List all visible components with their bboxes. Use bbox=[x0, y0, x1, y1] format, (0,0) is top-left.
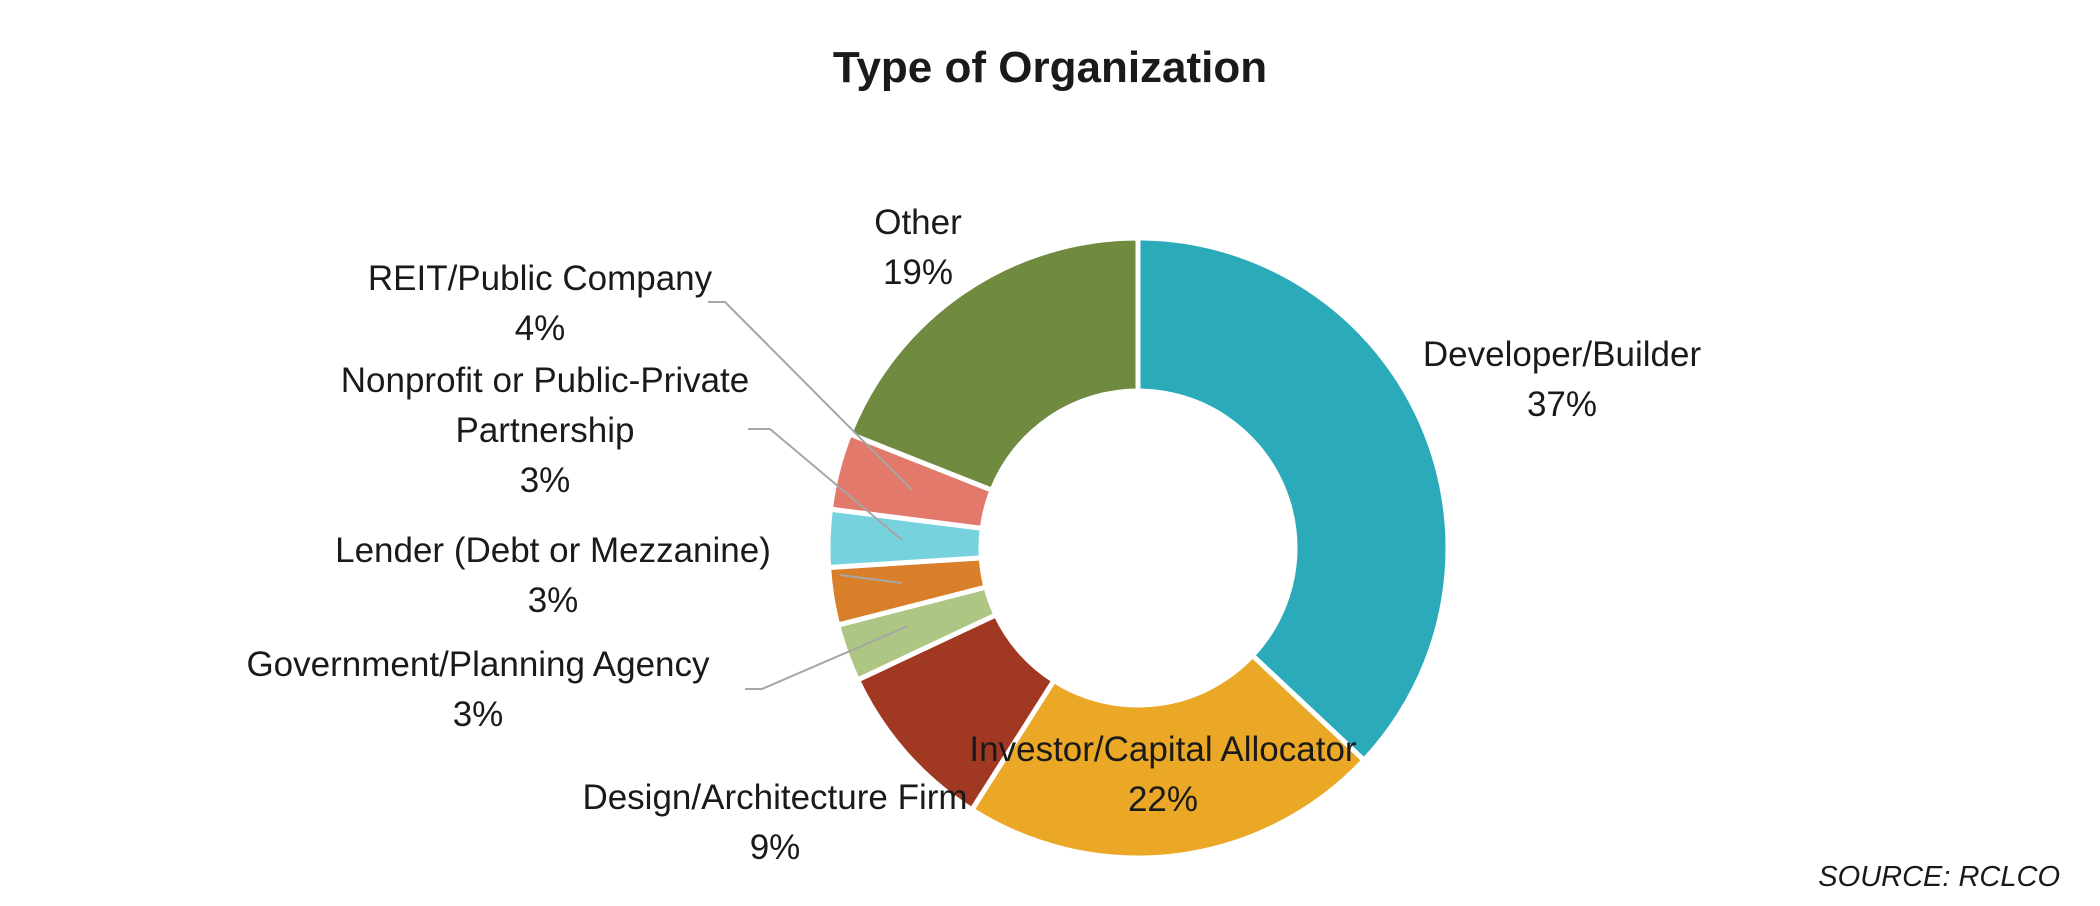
category-label-developer-builder: Developer/Builder bbox=[1423, 335, 1702, 374]
category-label-nonprofit-or-public-private-partnership-line-1: Nonprofit or Public-Private bbox=[341, 361, 750, 400]
slice-labels: Developer/Builder 37% Investor/Capital All… bbox=[246, 203, 1701, 867]
category-label-nonprofit-or-public-private-partnership-line-2: Partnership bbox=[456, 411, 635, 450]
value-label-investor-capital-allocator: 22% bbox=[1128, 780, 1198, 819]
value-label-government-planning-agency: 3% bbox=[453, 695, 504, 734]
slice-investor-capital-allocator bbox=[969, 652, 1367, 861]
leader-line-government-planning-agency bbox=[745, 625, 909, 690]
leader-line-nonprofit-or-public-private-partnership bbox=[748, 428, 903, 541]
value-label-design-architecture-firm: 9% bbox=[750, 828, 801, 867]
category-label-reit-public-company: REIT/Public Company bbox=[368, 259, 713, 298]
value-label-developer-builder: 37% bbox=[1527, 385, 1597, 424]
category-label-lender-debt-or-mezzanine: Lender (Debt or Mezzanine) bbox=[335, 531, 771, 570]
chart-title: Type of Organization bbox=[833, 43, 1267, 92]
category-label-other: Other bbox=[874, 203, 962, 242]
donut-slices bbox=[825, 235, 1451, 861]
leader-line-reit-public-company bbox=[708, 301, 913, 491]
slice-other bbox=[847, 235, 1141, 493]
source-note: SOURCE: RCLCO bbox=[1818, 861, 2060, 893]
value-label-reit-public-company: 4% bbox=[515, 309, 566, 348]
leader-lines bbox=[708, 301, 913, 690]
value-label-lender-debt-or-mezzanine: 3% bbox=[528, 581, 579, 620]
slice-developer-builder bbox=[1135, 235, 1451, 763]
value-label-other: 19% bbox=[883, 253, 953, 292]
value-label-nonprofit-or-public-private-partnership: 3% bbox=[520, 461, 571, 500]
category-label-government-planning-agency: Government/Planning Agency bbox=[246, 645, 710, 684]
leader-line-lender-debt-or-mezzanine bbox=[839, 574, 903, 584]
category-label-investor-capital-allocator: Investor/Capital Allocator bbox=[969, 730, 1356, 769]
category-label-design-architecture-firm: Design/Architecture Firm bbox=[582, 778, 967, 817]
